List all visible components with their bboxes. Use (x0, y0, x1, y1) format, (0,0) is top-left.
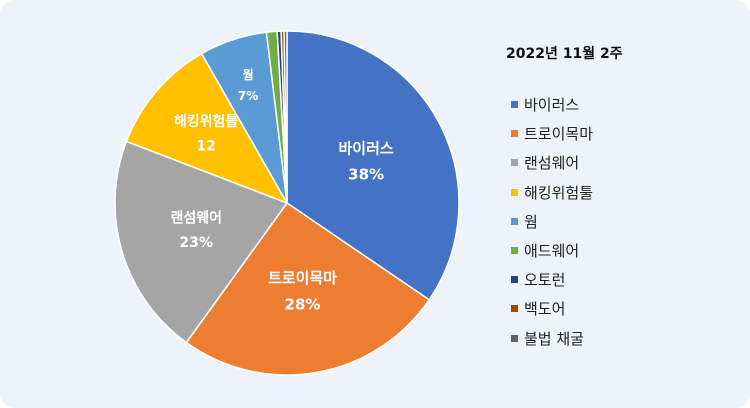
legend-swatch (511, 334, 518, 342)
legend-item: 오토런 (511, 265, 593, 294)
slice-category-label: 바이러스 (338, 139, 393, 157)
slice-category-label: 랜섬웨어 (171, 210, 223, 227)
legend-swatch (511, 247, 518, 255)
legend-swatch (511, 188, 518, 196)
legend-label: 해킹위험툴 (524, 183, 594, 202)
legend-item: 해킹위험툴 (511, 178, 593, 207)
legend-label: 불법 채굴 (524, 329, 584, 348)
pie-slice (125, 52, 289, 205)
legend-item: 바이러스 (511, 90, 593, 119)
pie-slice (283, 30, 288, 204)
slice-value-label: 7% (238, 89, 258, 103)
slice-category-label: 웜 (243, 67, 254, 82)
slice-value-label: 38% (348, 166, 384, 184)
legend-label: 애드웨어 (524, 242, 580, 261)
legend-label: 백도어 (524, 300, 566, 319)
legend-item: 랜섬웨어 (511, 148, 593, 177)
slice-category-label: 해킹위험툴 (174, 113, 239, 130)
legend-label: 바이러스 (524, 96, 580, 115)
legend-item: 애드웨어 (511, 236, 593, 265)
legend-item: 백도어 (511, 294, 593, 323)
legend-item: 웜 (511, 207, 593, 236)
legend-swatch (511, 276, 518, 284)
legend-label: 오토런 (524, 271, 566, 290)
legend-item: 트로이목마 (511, 119, 593, 148)
legend-label: 웜 (524, 212, 538, 231)
chart-title: 2022년 11월 2주 (506, 46, 623, 62)
slice-value-label: 28% (285, 296, 321, 314)
legend-label: 랜섬웨어 (524, 154, 580, 173)
legend-item: 불법 채굴 (511, 324, 593, 353)
legend-swatch (511, 305, 518, 313)
legend-swatch (511, 101, 518, 109)
pie-slice (185, 201, 431, 376)
slice-value-label: 23% (180, 235, 214, 251)
legend-label: 트로이목마 (524, 125, 594, 144)
legend-swatch (511, 130, 518, 138)
slice-value-label: 12 (196, 139, 215, 155)
legend-swatch (511, 159, 518, 167)
legend-swatch (511, 217, 518, 225)
slice-category-label: 트로이목마 (268, 269, 337, 287)
pie-slice (286, 30, 460, 301)
pie-slice (114, 140, 289, 344)
